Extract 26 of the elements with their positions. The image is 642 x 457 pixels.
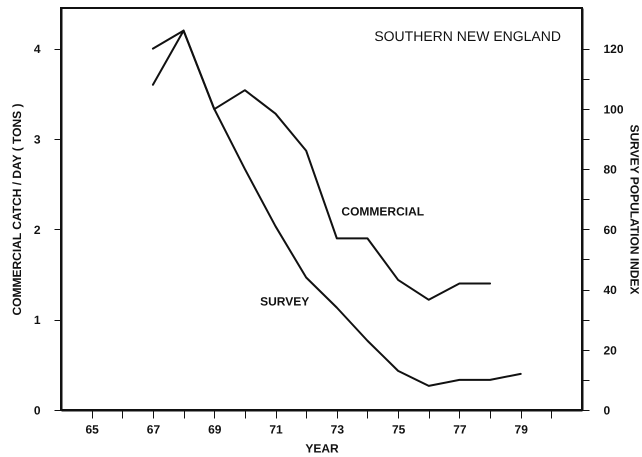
y-tick-label: 3 [34,132,41,146]
x-tick-label: 79 [514,422,528,436]
y2-tick-label: 120 [604,42,624,56]
y2-tick-label: 60 [604,222,618,237]
x-tick-label: 75 [392,422,406,436]
y2-tick-label: 40 [604,283,618,298]
y-tick-label: 4 [34,42,41,56]
y2-tick-label: 0 [604,404,610,418]
x-tick-label: 77 [453,422,467,436]
x-tick-label: 73 [330,422,344,436]
y-tick-label: 2 [34,222,41,237]
y2-tick-label: 20 [604,343,618,358]
x-axis-title: YEAR [305,442,339,456]
y2-axis-title: SURVEY POPULATION INDEX [628,124,642,295]
x-tick-label: 69 [208,422,222,436]
text: SOUTHERN NEW ENGLAND [374,28,561,44]
y2-tick-label: 100 [604,102,624,116]
y-axis-title: COMMERCIAL CATCH / DAY ( TONS ) [10,103,24,316]
x-tick-label: 67 [146,422,160,436]
series-label: COMMERCIAL [341,204,424,218]
y-tick-label: 0 [34,404,41,418]
y2-tick-label: 80 [604,162,618,177]
y-tick-label: 1 [34,313,41,328]
x-tick-label: 71 [269,422,284,436]
x-tick-label: 65 [85,422,100,436]
series-label: SURVEY [260,294,310,309]
